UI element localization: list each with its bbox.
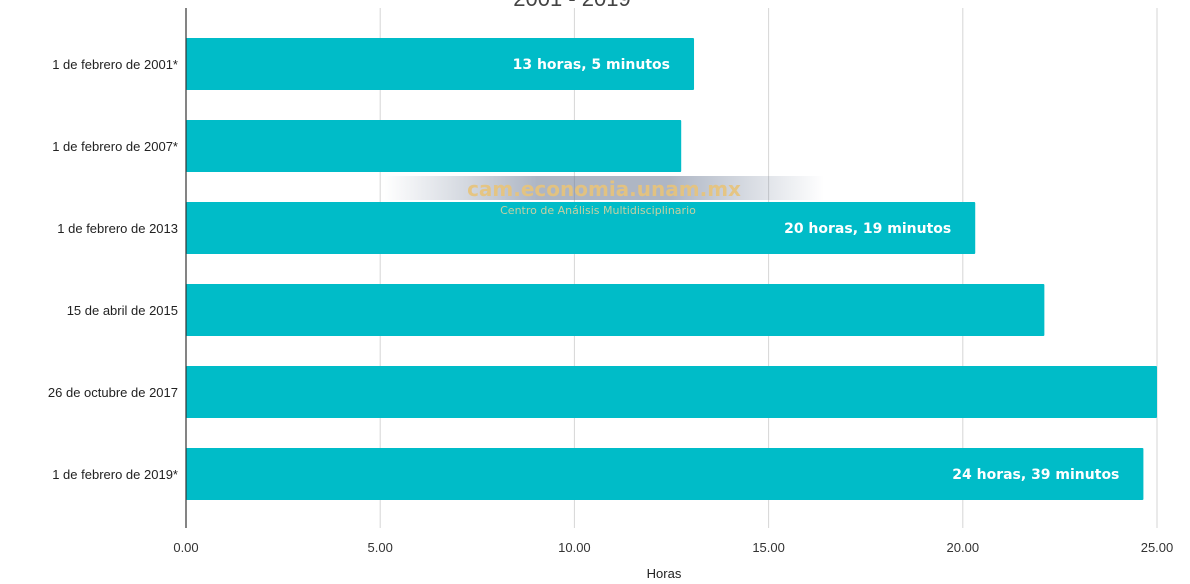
watermark-text: cam.economia.unam.mx [467,177,741,201]
y-category-label: 1 de febrero de 2007* [52,139,178,154]
watermark-subtext: Centro de Análisis Multidisciplinario [500,204,696,217]
watermark-band [384,176,824,200]
bar-data-label: 13 horas, 5 minutos [513,57,670,73]
x-tick-label: 25.00 [1141,540,1174,555]
bar [186,202,976,254]
x-axis-title: Horas [647,566,682,581]
bar [186,448,1144,500]
bar [186,366,1157,418]
bar [186,120,682,172]
bar [186,38,695,90]
x-tick-label: 15.00 [752,540,785,555]
chart-title: 2001 - 2019 [513,0,630,11]
x-tick-label: 10.00 [558,540,591,555]
x-tick-label: 5.00 [368,540,393,555]
bar-data-label: 24 horas, 39 minutos [952,467,1119,483]
bar [186,284,1045,336]
y-category-label: 1 de febrero de 2013 [57,221,178,236]
y-category-label: 15 de abril de 2015 [67,303,178,318]
y-category-label: 26 de octubre de 2017 [48,385,178,400]
x-tick-label: 0.00 [173,540,198,555]
bar-data-label: 20 horas, 19 minutos [784,221,951,237]
x-tick-label: 20.00 [947,540,980,555]
y-category-label: 1 de febrero de 2001* [52,57,178,72]
y-category-label: 1 de febrero de 2019* [52,467,178,482]
